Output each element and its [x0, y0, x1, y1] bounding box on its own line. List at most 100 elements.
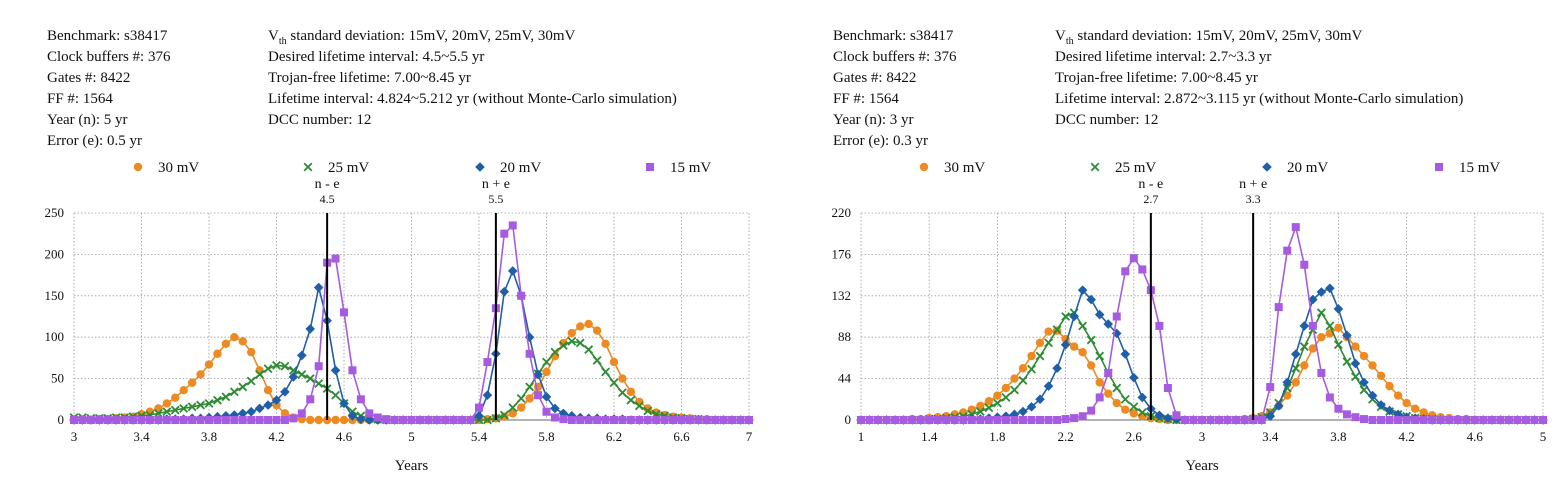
info-error: Error (e): 0.3 yr [833, 133, 928, 149]
data-point [1376, 371, 1386, 380]
data-point [306, 395, 315, 404]
info-lifetime-interval: Lifetime interval: 4.824~5.212 yr (witho… [268, 91, 677, 107]
data-point [558, 341, 568, 350]
data-point [280, 361, 290, 371]
data-point [942, 416, 951, 424]
vth-subscript: th [1065, 36, 1074, 47]
marker-stroke [1333, 340, 1343, 350]
data-point [1350, 358, 1361, 369]
data-point [271, 395, 282, 405]
interval-value-label: 4.5 [320, 192, 335, 206]
data-point [1411, 416, 1420, 424]
data-point [1470, 416, 1479, 424]
data-point [1078, 321, 1088, 331]
data-point [1351, 372, 1360, 382]
data-point [137, 416, 146, 424]
info-year: Year (n): 5 yr [47, 112, 128, 128]
data-point [542, 407, 551, 416]
data-point [339, 398, 349, 409]
data-point [272, 400, 281, 410]
data-point [112, 416, 121, 424]
data-point [1283, 246, 1292, 255]
marker-stroke [221, 392, 231, 402]
data-point [626, 416, 635, 424]
data-point [1189, 416, 1198, 424]
marker-stroke [272, 360, 281, 370]
data-point [313, 282, 324, 293]
data-point [719, 416, 728, 424]
data-point [1325, 283, 1335, 294]
data-point [1095, 351, 1105, 361]
data-point [297, 409, 306, 418]
data-point [500, 412, 509, 421]
data-point [162, 416, 171, 424]
data-point [229, 387, 239, 397]
data-point [1359, 351, 1369, 361]
data-point [1436, 416, 1445, 424]
data-point [1308, 344, 1318, 353]
data-point [1103, 319, 1114, 329]
data-point [230, 333, 239, 342]
data-point [289, 414, 298, 423]
data-point [933, 416, 942, 424]
marker-stroke [1010, 385, 1019, 395]
marker-stroke [1086, 335, 1096, 345]
data-point [1026, 402, 1037, 412]
data-point [1052, 325, 1062, 335]
legend-label: 25 mV [328, 160, 369, 176]
legend-label: 25 mV [1115, 160, 1156, 176]
x-tick-label: 5.8 [538, 429, 554, 444]
info-desired-interval: Desired lifetime interval: 4.5~5.5 yr [268, 49, 485, 65]
data-point [441, 416, 450, 424]
data-point [162, 399, 172, 408]
x-tick-label: 3.8 [201, 429, 217, 444]
data-point [399, 416, 408, 424]
data-point [1078, 412, 1087, 421]
marker-stroke [187, 402, 197, 412]
data-point [204, 399, 214, 408]
marker-stroke [1044, 338, 1053, 348]
y-tick-label: 132 [832, 288, 852, 303]
data-point [314, 415, 323, 425]
data-point [1120, 394, 1130, 404]
data-point [626, 395, 636, 405]
data-point [187, 402, 197, 412]
x-tick-label: 5 [1540, 429, 1547, 444]
data-point [238, 416, 247, 424]
data-point [1086, 361, 1096, 370]
data-point [170, 405, 180, 415]
vth-text: standard deviation: 15mV, 20mV, 25mV, 30… [286, 28, 576, 44]
data-point [1052, 363, 1062, 374]
marker-stroke [196, 400, 205, 410]
data-point [1018, 406, 1028, 417]
data-point [213, 416, 222, 424]
data-point [559, 415, 568, 424]
marker-stroke [162, 407, 172, 417]
marker-stroke [499, 410, 509, 420]
x-tick-label: 2.6 [1126, 429, 1143, 444]
data-point [466, 416, 475, 424]
legend-label: 20 mV [1287, 160, 1328, 176]
data-point [1299, 342, 1309, 352]
marker-stroke [280, 361, 290, 371]
legend-marker-x [303, 162, 313, 172]
data-point [314, 379, 324, 389]
data-point [525, 349, 534, 358]
data-point [592, 326, 602, 335]
data-point [1044, 416, 1053, 424]
legend-marker-diamond [1262, 162, 1272, 172]
data-point [669, 416, 678, 424]
data-point [576, 416, 585, 424]
data-point [976, 401, 985, 411]
data-point [365, 409, 374, 418]
y-tick-label: 150 [45, 288, 65, 303]
data-point [1129, 409, 1138, 418]
data-point [1180, 416, 1189, 424]
x-axis-label: Years [395, 458, 429, 474]
data-point [508, 403, 518, 413]
data-point [179, 403, 189, 413]
data-point [432, 416, 441, 424]
data-point [1462, 416, 1471, 424]
marker-stroke [516, 394, 526, 403]
data-point [1035, 338, 1045, 348]
